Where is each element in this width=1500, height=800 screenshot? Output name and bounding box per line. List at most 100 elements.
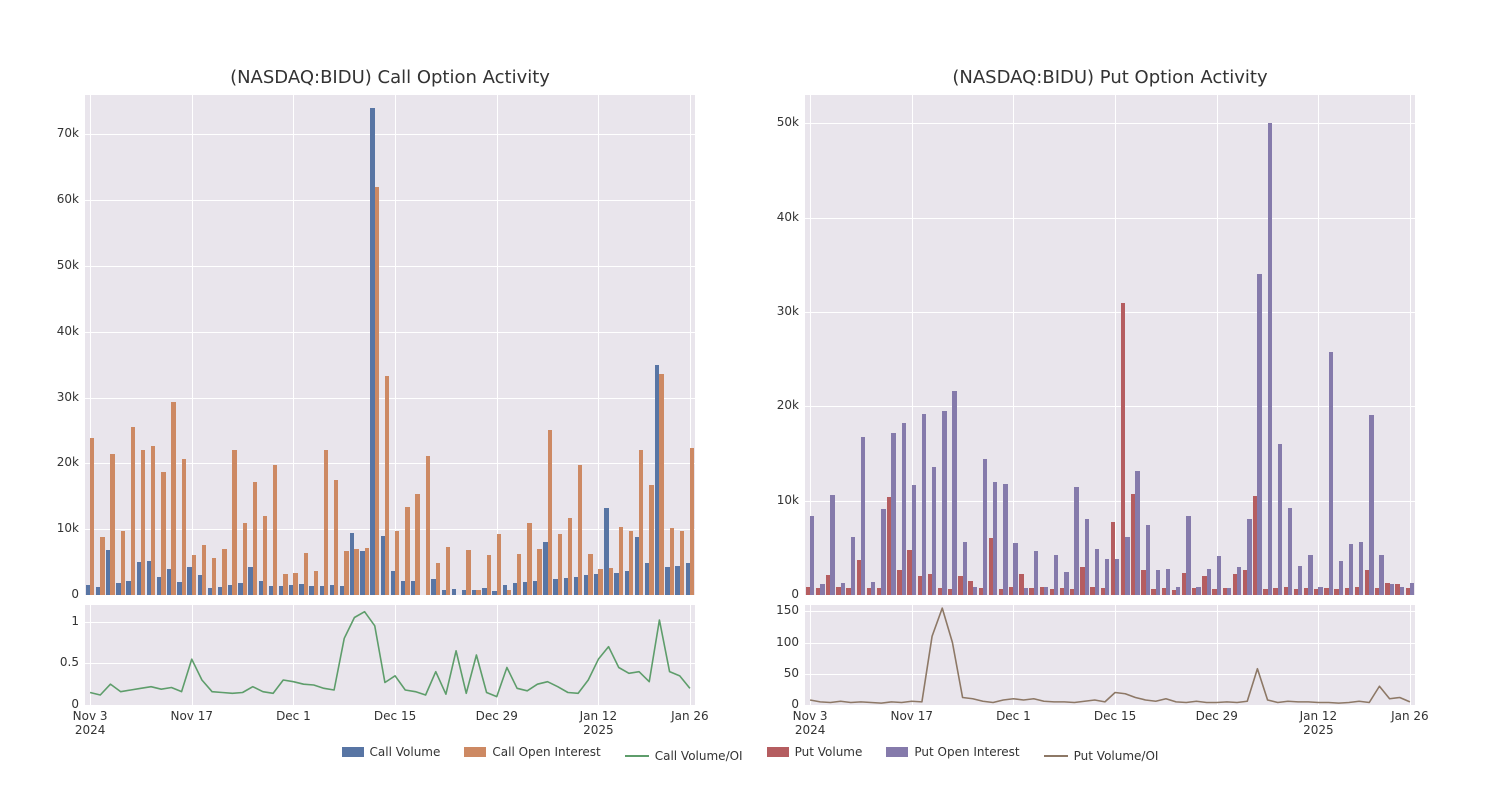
bar-put-oi: [1146, 525, 1150, 595]
xtick-label: Nov 17: [162, 709, 222, 723]
panel-call-top: (NASDAQ:BIDU) Call Option Activity 010k2…: [85, 95, 695, 595]
bar-put-oi: [932, 467, 936, 595]
bar-put-oi: [1349, 544, 1353, 595]
line-put-ratio: [805, 605, 1415, 705]
ytick-label: 60k: [29, 192, 79, 206]
bar-call-oi: [446, 547, 450, 595]
bar-put-oi: [1054, 555, 1058, 595]
xtick-label: Dec 15: [365, 709, 425, 723]
ytick-label: 70k: [29, 126, 79, 140]
bar-call-oi: [334, 480, 338, 595]
legend-swatch: [342, 747, 364, 757]
gridline-v: [1217, 95, 1218, 595]
xtick-label: Jan 12: [1288, 709, 1348, 723]
gridline-h: [805, 123, 1415, 124]
gridline-h: [805, 595, 1415, 596]
bar-put-oi: [983, 459, 987, 595]
legend-item: Put Volume: [767, 745, 863, 759]
legend-label: Put Open Interest: [914, 745, 1019, 759]
xtick-sublabel: 2024: [60, 723, 120, 737]
bar-call-oi: [243, 523, 247, 595]
bar-call-oi: [466, 550, 470, 595]
xtick-label: Nov 17: [882, 709, 942, 723]
bar-call-oi: [426, 456, 430, 595]
gridline-h: [85, 463, 695, 464]
ytick-label: 30k: [29, 390, 79, 404]
bar-put-oi: [830, 495, 834, 595]
gridline-v: [497, 95, 498, 595]
bar-call-oi: [202, 545, 206, 595]
bar-put-oi: [1359, 542, 1363, 595]
ytick-label: 0: [29, 587, 79, 601]
bar-put-oi: [1247, 519, 1251, 595]
bar-call-oi: [507, 590, 511, 595]
xtick-label: Jan 26: [660, 709, 720, 723]
ytick-label: 20k: [29, 455, 79, 469]
ytick-label: 50: [749, 666, 799, 680]
bar-call-oi: [436, 563, 440, 595]
ytick-label: 10k: [749, 493, 799, 507]
ytick-label: 30k: [749, 304, 799, 318]
bar-put-oi: [1207, 569, 1211, 595]
bar-put-oi: [851, 537, 855, 595]
xtick-label: Jan 26: [1380, 709, 1440, 723]
bar-put-oi: [871, 582, 875, 595]
panel-put-top: (NASDAQ:BIDU) Put Option Activity 010k20…: [805, 95, 1415, 595]
bar-put-oi: [993, 482, 997, 595]
bar-call-oi: [405, 507, 409, 595]
xtick-sublabel: 2024: [780, 723, 840, 737]
legend-label: Call Volume: [370, 745, 441, 759]
bar-call-oi: [151, 446, 155, 595]
ytick-label: 100: [749, 635, 799, 649]
bar-call-oi: [324, 450, 328, 595]
bar-call-oi: [680, 531, 684, 595]
bar-call-oi: [659, 374, 663, 595]
panel-put-bottom: 050100150Nov 32024Nov 17Dec 1Dec 15Dec 2…: [805, 605, 1415, 705]
gridline-h: [85, 398, 695, 399]
bar-call-oi: [568, 518, 572, 595]
bar-call-oi: [192, 555, 196, 595]
bar-put-oi: [1013, 543, 1017, 595]
bar-put-oi: [1166, 569, 1170, 595]
bar-call-oi: [293, 573, 297, 595]
bar-put-oi: [1308, 555, 1312, 595]
bar-call-oi: [558, 534, 562, 595]
bar-put-oi: [1044, 587, 1048, 595]
bar-call-oi: [476, 590, 480, 595]
bar-put-oi: [1329, 352, 1333, 595]
bar-put-oi: [1298, 566, 1302, 595]
bar-call-oi: [598, 569, 602, 595]
ytick-label: 150: [749, 603, 799, 617]
bar-call-oi: [182, 459, 186, 595]
gridline-h: [805, 218, 1415, 219]
legend-line-icon: [625, 755, 649, 757]
bar-call-oi: [527, 523, 531, 595]
gridline-h: [85, 705, 695, 706]
bar-call-oi: [365, 548, 369, 595]
panel-call-bottom: 00.51Nov 32024Nov 17Dec 1Dec 15Dec 29Jan…: [85, 605, 695, 705]
bar-call-oi: [690, 448, 694, 595]
bar-put-oi: [841, 583, 845, 595]
xtick-label: Nov 3: [60, 709, 120, 723]
xtick-label: Dec 1: [983, 709, 1043, 723]
xtick-label: Dec 15: [1085, 709, 1145, 723]
gridline-h: [805, 705, 1415, 706]
bar-call-oi: [314, 571, 318, 595]
legend-swatch: [886, 747, 908, 757]
bar-put-oi: [1400, 587, 1404, 595]
bar-put-oi: [1390, 584, 1394, 595]
gridline-h: [85, 332, 695, 333]
xtick-label: Jan 12: [568, 709, 628, 723]
gridline-v: [192, 95, 193, 595]
bar-call-oi: [222, 549, 226, 595]
gridline-v: [1013, 95, 1014, 595]
bar-put-oi: [1064, 572, 1068, 595]
legend-item: Call Volume/OI: [625, 749, 743, 763]
xtick-sublabel: 2025: [568, 723, 628, 737]
bar-call-oi: [415, 494, 419, 595]
xtick-sublabel: 2025: [1288, 723, 1348, 737]
bar-call-oi: [283, 574, 287, 595]
gridline-h: [805, 406, 1415, 407]
bar-call-oi: [212, 558, 216, 596]
bar-call-volume: [452, 589, 456, 595]
